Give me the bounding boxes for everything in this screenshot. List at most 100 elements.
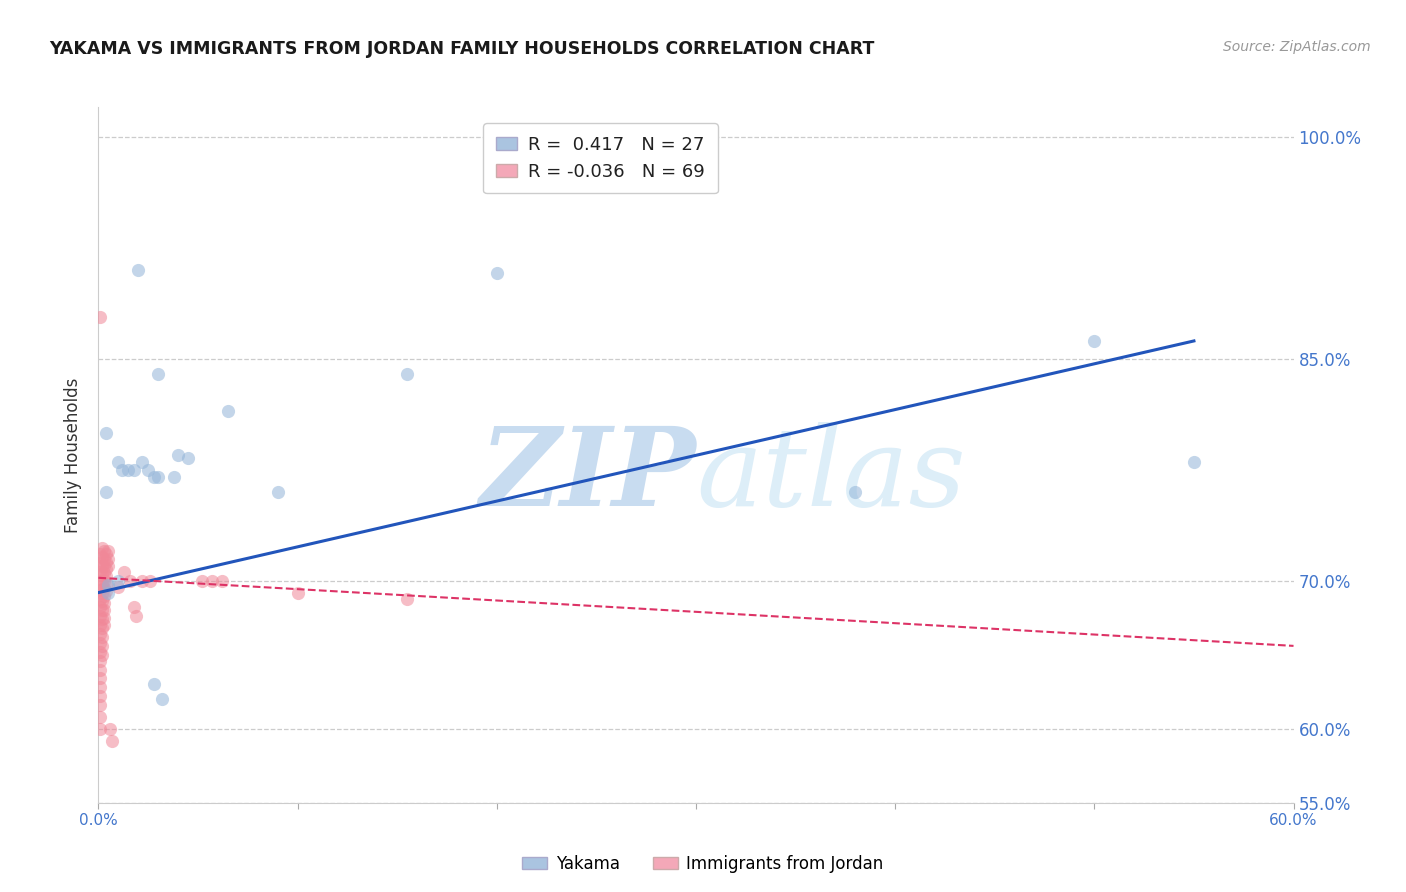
Point — [89, 636, 111, 650]
Point — [1182, 455, 1205, 469]
Point — [131, 455, 153, 469]
Point — [96, 547, 118, 561]
Point — [117, 463, 139, 477]
Point — [93, 581, 115, 595]
Point — [148, 367, 170, 381]
Point — [177, 450, 200, 465]
Point — [96, 584, 118, 599]
Point — [131, 574, 153, 588]
Point — [96, 425, 118, 440]
Point — [136, 463, 159, 477]
Point — [91, 594, 114, 608]
Point — [89, 565, 111, 579]
Point — [143, 677, 166, 691]
Point — [1083, 334, 1105, 348]
Point — [120, 574, 142, 588]
Point — [101, 733, 124, 747]
Point — [124, 600, 146, 615]
Point — [93, 603, 115, 617]
Point — [287, 585, 309, 599]
Point — [124, 463, 146, 477]
Point — [97, 544, 120, 558]
Point — [100, 722, 122, 736]
Point — [91, 576, 114, 591]
Point — [211, 574, 233, 588]
Point — [89, 627, 111, 641]
Text: atlas: atlas — [696, 422, 966, 530]
Point — [91, 630, 114, 644]
Point — [91, 621, 114, 635]
Point — [89, 618, 111, 632]
Point — [267, 484, 290, 499]
Point — [89, 556, 111, 570]
Point — [89, 710, 111, 724]
Point — [93, 558, 115, 573]
Point — [485, 266, 508, 280]
Point — [97, 558, 120, 573]
Point — [396, 367, 419, 381]
Point — [89, 600, 111, 615]
Point — [150, 692, 173, 706]
Point — [127, 263, 149, 277]
Point — [89, 574, 111, 588]
Point — [93, 566, 115, 581]
Point — [96, 569, 118, 583]
Point — [91, 541, 114, 556]
Point — [89, 663, 111, 677]
Point — [89, 681, 111, 695]
Point — [107, 574, 129, 588]
Point — [396, 591, 419, 606]
Point — [91, 567, 114, 582]
Point — [125, 609, 148, 624]
Point — [89, 609, 111, 624]
Point — [89, 690, 111, 704]
Point — [91, 558, 114, 573]
Point — [107, 455, 129, 469]
Point — [89, 582, 111, 597]
Point — [91, 612, 114, 626]
Text: YAKAMA VS IMMIGRANTS FROM JORDAN FAMILY HOUSEHOLDS CORRELATION CHART: YAKAMA VS IMMIGRANTS FROM JORDAN FAMILY … — [49, 40, 875, 58]
Point — [91, 648, 114, 662]
Point — [191, 574, 214, 588]
Point — [201, 574, 224, 588]
Text: Source: ZipAtlas.com: Source: ZipAtlas.com — [1223, 40, 1371, 54]
Point — [139, 574, 162, 588]
Point — [93, 544, 115, 558]
Point — [111, 463, 134, 477]
Point — [97, 578, 120, 592]
Point — [217, 403, 239, 417]
Point — [89, 654, 111, 668]
Y-axis label: Family Households: Family Households — [65, 377, 83, 533]
Point — [844, 484, 866, 499]
Point — [143, 470, 166, 484]
Point — [89, 698, 111, 712]
Text: ZIP: ZIP — [479, 422, 696, 530]
Point — [97, 585, 120, 599]
Point — [107, 580, 129, 594]
Point — [91, 550, 114, 565]
Point — [167, 448, 190, 462]
Legend: R =  0.417   N = 27, R = -0.036   N = 69: R = 0.417 N = 27, R = -0.036 N = 69 — [484, 123, 717, 194]
Point — [97, 551, 120, 566]
Point — [96, 576, 118, 591]
Point — [89, 547, 111, 561]
Point — [93, 618, 115, 632]
Point — [93, 596, 115, 610]
Point — [93, 611, 115, 625]
Point — [89, 591, 111, 606]
Point — [163, 470, 186, 484]
Point — [148, 470, 170, 484]
Point — [89, 672, 111, 686]
Point — [93, 551, 115, 566]
Legend: Yakama, Immigrants from Jordan: Yakama, Immigrants from Jordan — [516, 848, 890, 880]
Point — [96, 554, 118, 568]
Point — [89, 722, 111, 736]
Point — [93, 589, 115, 603]
Point — [112, 565, 135, 579]
Point — [91, 603, 114, 617]
Point — [91, 585, 114, 599]
Point — [91, 639, 114, 653]
Point — [89, 310, 111, 325]
Point — [96, 562, 118, 576]
Point — [96, 484, 118, 499]
